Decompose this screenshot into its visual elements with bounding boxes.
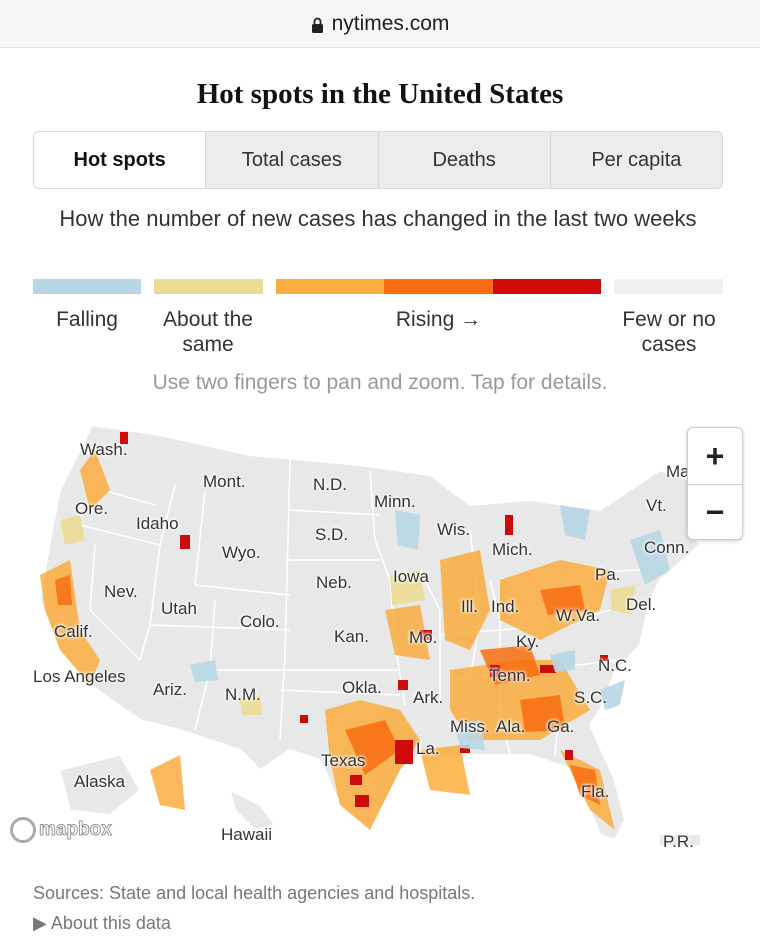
label-wva: W.Va. (556, 606, 601, 625)
label-ind: Ind. (491, 597, 520, 616)
label-mich: Mich. (492, 540, 533, 559)
label-mo: Mo. (409, 628, 438, 647)
label-nev: Nev. (104, 582, 138, 601)
label-colo: Colo. (240, 612, 280, 631)
zoom-control: + − (687, 427, 743, 540)
mapbox-logo-text: mapbox (39, 819, 113, 841)
label-nc: N.C. (598, 656, 632, 675)
legend-falling-label: Falling (56, 308, 118, 331)
legend-few-swatch (614, 279, 723, 294)
label-okla: Okla. (342, 678, 382, 697)
label-calif: Calif. (54, 622, 93, 641)
label-me: Ma (666, 462, 690, 481)
hotspot-map[interactable]: Wash. Mont. N.D. Minn. Ma Ore. Idaho S.D… (0, 410, 760, 870)
label-alaska: Alaska (74, 772, 126, 791)
label-ill: Ill. (461, 597, 478, 616)
legend-few-label: Few or no cases (622, 308, 716, 356)
label-pr: P.R. (663, 832, 694, 851)
label-ore: Ore. (75, 499, 109, 518)
label-texas: Texas (321, 751, 366, 770)
label-fla: Fla. (581, 782, 610, 801)
legend-falling-swatch (33, 279, 141, 294)
label-wis: Wis. (437, 520, 471, 539)
triangle-right-icon: ▶ (33, 913, 47, 933)
zoom-out-button[interactable]: − (688, 484, 742, 540)
label-ga: Ga. (547, 717, 575, 736)
us-map-graphic (38, 423, 702, 845)
mapbox-logo-icon (10, 817, 36, 843)
label-wyo: Wyo. (222, 543, 261, 562)
chart-subtitle: How the number of new cases has changed … (59, 206, 697, 231)
label-idaho: Idaho (136, 514, 179, 533)
label-sc: S.C. (574, 688, 608, 707)
about-data-label: About this data (50, 913, 171, 933)
mapbox-attribution[interactable]: mapbox (10, 817, 112, 843)
metric-tabs: Hot spots Total cases Deaths Per capita (33, 131, 723, 189)
tab-total-cases[interactable]: Total cases (205, 132, 377, 188)
label-mont: Mont. (203, 472, 246, 491)
label-miss: Miss. (450, 717, 490, 736)
label-ky: Ky. (516, 632, 540, 651)
label-neb: Neb. (316, 573, 352, 592)
label-hawaii: Hawaii (221, 825, 273, 844)
legend-same-label: About the same (163, 308, 253, 356)
tab-deaths[interactable]: Deaths (377, 132, 550, 188)
zoom-in-button[interactable]: + (705, 437, 725, 474)
label-sd: S.D. (315, 525, 349, 544)
tab-per-capita[interactable]: Per capita (549, 132, 722, 188)
legend-rising-high-swatch (493, 279, 601, 294)
about-data-link[interactable]: ▶ About this data (33, 913, 171, 934)
page-title: Hot spots in the United States (196, 78, 564, 110)
label-conn: Conn. (644, 538, 690, 557)
label-wash: Wash. (80, 440, 128, 459)
label-utah: Utah (161, 599, 197, 618)
tab-hot-spots[interactable]: Hot spots (34, 132, 206, 188)
label-kan: Kan. (334, 627, 369, 646)
label-ariz: Ariz. (153, 680, 187, 699)
label-minn: Minn. (374, 492, 416, 511)
lock-icon (311, 17, 323, 33)
label-nm: N.M. (225, 685, 261, 704)
label-iowa: Iowa (393, 567, 429, 586)
interaction-hint: Use two fingers to pan and zoom. Tap for… (152, 371, 608, 394)
legend-rising-mid-swatch (384, 279, 493, 294)
url-text: nytimes.com (331, 11, 450, 35)
label-tenn: Tenn. (489, 666, 531, 685)
label-pa: Pa. (595, 565, 621, 584)
legend-same-swatch (154, 279, 263, 294)
label-los-angeles: Los Angeles (33, 667, 126, 686)
label-nd: N.D. (313, 475, 347, 494)
label-ala: Ala. (496, 717, 526, 736)
label-vt: Vt. (646, 496, 667, 515)
legend-rising-label: Rising → (395, 308, 482, 331)
sources-note: Sources: State and local health agencies… (33, 883, 476, 903)
browser-url-bar[interactable]: nytimes.com (0, 0, 760, 48)
label-ark: Ark. (413, 688, 444, 707)
label-del: Del. (626, 595, 657, 614)
label-la: La. (416, 739, 440, 758)
legend-rising-low-swatch (276, 279, 384, 294)
